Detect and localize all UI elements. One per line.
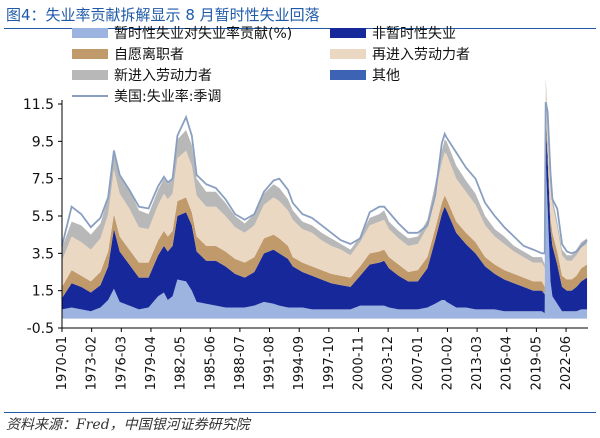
x-tick-label: 1973-02: [85, 336, 100, 390]
legend-label-reentrant: 再进入劳动力者: [372, 47, 470, 63]
x-tick-label: 1988-07: [233, 336, 248, 390]
legend-swatch-permanent: [330, 28, 366, 38]
legend-label-other: 其他: [372, 68, 400, 84]
x-axis: 1970-01 1973-02 1976-03 1979-04 1982-05 1985-…: [55, 327, 588, 390]
x-tick-label: 2016-04: [500, 336, 515, 390]
legend-label-temporary: 暂时性失业对失业率贡献(%): [114, 25, 292, 42]
x-tick-label: 1976-03: [114, 336, 129, 390]
x-tick-label: 2022-06: [559, 336, 574, 390]
y-tick-label: 1.5: [32, 284, 54, 300]
x-tick-label: 2019-05: [529, 336, 544, 390]
source-divider: [4, 412, 596, 413]
line-series-unemployment-rate: [61, 101, 588, 255]
legend-swatch-newentrant: [72, 70, 108, 80]
x-tick-label: 1982-05: [174, 336, 189, 390]
legend-swatch-other: [330, 70, 366, 80]
legend-label-voluntary: 自愿离职者: [114, 46, 184, 63]
x-tick-label: 1985-06: [203, 336, 218, 390]
x-tick-label: 2010-02: [440, 336, 455, 390]
source-note: 资料来源：Fred，中国银河证券研究院: [6, 417, 250, 433]
chart-title: 图4：失业率贡献拆解显示 8 月暂时性失业回落: [6, 6, 320, 24]
legend-swatch-voluntary: [72, 49, 108, 59]
legend-swatch-temporary: [72, 28, 108, 38]
y-tick-label: 3.5: [32, 246, 54, 262]
y-tick-label: -0.5: [27, 321, 54, 337]
x-tick-label: 2013-03: [470, 336, 485, 390]
title-divider: [4, 28, 596, 29]
y-axis: 11.5 9.5 7.5 5.5 3.5 1.5 -0.5: [23, 97, 63, 337]
x-tick-label: 1994-09: [292, 336, 307, 390]
area-series-temporary: [62, 160, 588, 319]
area-series-reentrant: [62, 83, 588, 287]
plot-area: [61, 77, 588, 319]
y-tick-label: 11.5: [23, 97, 54, 113]
x-tick-label: 1991-08: [263, 336, 278, 390]
legend-swatch-reentrant: [330, 49, 366, 59]
x-tick-label: 2003-12: [381, 336, 396, 390]
x-tick-label: 1979-04: [144, 336, 159, 390]
legend-label-ur_line: 美国:失业率:季调: [114, 88, 221, 105]
y-tick-label: 7.5: [32, 172, 54, 188]
x-tick-label: 2007-01: [411, 336, 426, 390]
area-series-permanent: [62, 117, 588, 314]
legend-label-newentrant: 新进入劳动力者: [114, 68, 212, 84]
y-tick-label: 9.5: [32, 134, 54, 150]
x-tick-label: 2000-11: [351, 336, 366, 390]
x-tick-label: 1970-01: [55, 336, 70, 390]
x-tick-label: 1997-10: [322, 336, 337, 390]
legend-label-permanent: 非暂时性失业: [372, 26, 456, 42]
y-tick-label: 5.5: [32, 209, 54, 225]
